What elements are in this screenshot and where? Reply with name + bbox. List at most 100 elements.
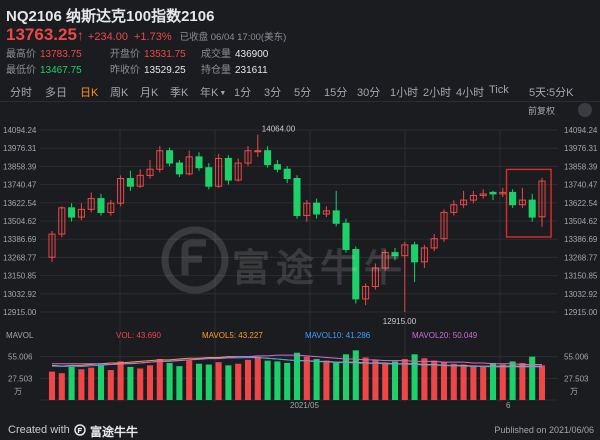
tab-周K[interactable]: 周K <box>110 87 129 99</box>
volume-bar <box>303 356 310 400</box>
candle <box>234 158 242 182</box>
candle <box>146 159 154 179</box>
volume-unit-left: 万 <box>14 387 22 396</box>
candle <box>156 146 164 173</box>
volume-legend: MAVOL VOL: 43.690 MAVOL5: 43.227 MAVOL10… <box>0 329 600 343</box>
tab-季K[interactable]: 季K <box>170 87 189 99</box>
candle-body <box>264 150 272 166</box>
candle-body <box>411 244 419 263</box>
candle <box>117 175 125 207</box>
published-date: Published on 2021/06/06 <box>494 425 594 435</box>
candle <box>97 193 105 216</box>
stat-value: 13531.75 <box>144 49 186 60</box>
candle-body <box>362 286 370 300</box>
candle <box>509 189 517 208</box>
volume-bar <box>352 350 359 400</box>
tab-5分[interactable]: 5分 <box>294 87 312 99</box>
stat-item: 最低价 13467.75 <box>6 61 82 76</box>
volume-bar <box>480 366 487 400</box>
tab-月K[interactable]: 月K <box>140 87 159 99</box>
tab-15分[interactable]: 15分 <box>324 87 348 99</box>
price-tick-right: 13268.77 <box>564 253 598 262</box>
price-tick-right: 13150.85 <box>564 272 598 281</box>
tab-分时[interactable]: 分时 <box>10 87 32 99</box>
candle-body <box>381 252 389 269</box>
candle-body <box>234 162 242 181</box>
stat-item: 最高价 13783.75 <box>6 45 82 60</box>
volume-bar <box>195 363 203 400</box>
tab-1分[interactable]: 1分 <box>234 87 252 99</box>
candle <box>460 190 468 208</box>
volume-tick-left: 27.503 <box>8 374 33 383</box>
tab-日K[interactable]: 日K <box>80 87 99 99</box>
volume-bar <box>264 360 271 400</box>
candle <box>401 241 409 312</box>
volume-bar <box>450 363 457 400</box>
price-tick-left: 13976.31 <box>3 144 37 153</box>
stat-value: 13529.25 <box>144 65 186 76</box>
volume-bar <box>205 364 212 400</box>
candle <box>352 246 360 304</box>
candle <box>362 283 370 306</box>
footer-logo-icon <box>74 424 86 436</box>
stat-label: 昨收价 <box>110 65 140 76</box>
candle <box>450 200 458 216</box>
candle-body <box>136 174 144 187</box>
candle <box>313 198 321 219</box>
volume-bar <box>323 360 330 400</box>
candle <box>411 241 419 282</box>
candle <box>381 249 389 272</box>
candle-body <box>430 238 438 249</box>
candle <box>107 200 115 216</box>
stat-item: 开盘价 13531.75 <box>110 45 186 60</box>
volume-bar <box>440 362 448 400</box>
tab-年K[interactable]: 年K▼ <box>200 87 227 99</box>
candle-body <box>126 177 134 187</box>
tab-Tick[interactable]: Tick <box>489 84 509 96</box>
candle <box>371 263 379 290</box>
volume-bar <box>401 359 408 400</box>
candle-body <box>215 157 223 187</box>
tab-30分[interactable]: 30分 <box>357 87 381 99</box>
volume-bar <box>313 359 320 400</box>
volume-bar <box>274 361 281 400</box>
candle <box>224 155 232 185</box>
volume-bar <box>499 364 506 400</box>
candle-body <box>48 233 56 258</box>
volume-bar <box>88 367 95 400</box>
candle <box>254 134 262 157</box>
candle <box>303 200 311 222</box>
candle-body <box>303 202 311 217</box>
volume-bar <box>293 352 301 400</box>
tab-1小时[interactable]: 1小时 <box>390 87 419 99</box>
price-tick-right: 13386.69 <box>564 235 598 244</box>
volume-tick-left: 55.006 <box>8 353 33 362</box>
candle <box>528 193 536 222</box>
candle <box>195 152 203 171</box>
volume-bar <box>431 360 438 400</box>
price-tick-left: 13622.54 <box>3 199 37 208</box>
volume-bar <box>382 362 389 400</box>
volume-bar <box>372 359 379 400</box>
tab-2小时[interactable]: 2小时 <box>423 87 452 99</box>
tab-3分[interactable]: 3分 <box>264 87 282 99</box>
candle-body <box>371 267 379 288</box>
candle-body <box>166 150 174 164</box>
tab-多日[interactable]: 多日 <box>45 87 67 99</box>
low-label: 12915.00 <box>383 317 417 326</box>
tab-4小时[interactable]: 4小时 <box>456 87 485 99</box>
candle <box>58 206 66 238</box>
candle <box>166 147 174 167</box>
kline-chart[interactable]: 14094.24 14094.24 13976.31 13976.31 13858.39… <box>0 102 600 420</box>
stat-value: 13783.75 <box>40 49 82 60</box>
volume-bar <box>460 364 467 400</box>
volume-tick-right: 27.503 <box>564 374 589 383</box>
stat-label: 成交量 <box>201 49 231 60</box>
candle-body <box>195 156 203 169</box>
candle-body <box>244 150 252 164</box>
candle-body <box>117 177 125 204</box>
tab-5天∶5分K[interactable]: 5天∶5分K <box>529 87 574 99</box>
period-tabs: 分时 多日 日K 周K 月K 季K 年K▼ 1分 3分 5分 15分 30分 1小时 2小时 4小时 Tick… <box>0 80 600 102</box>
candle <box>332 190 340 227</box>
created-with-label: Created with <box>8 424 70 436</box>
